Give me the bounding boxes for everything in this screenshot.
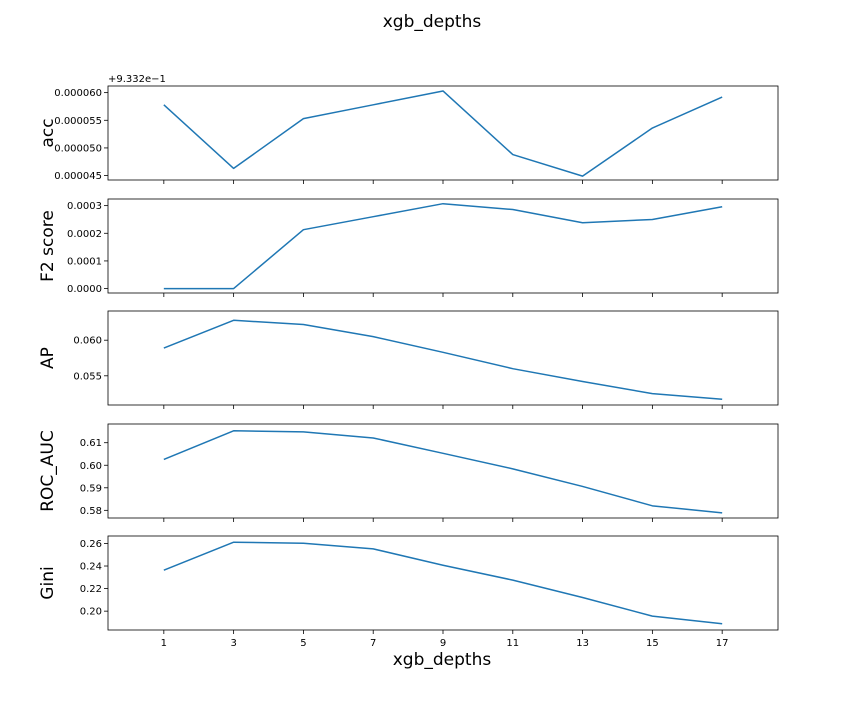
series-line xyxy=(163,319,723,401)
y-tick-label: 0.26 xyxy=(80,539,102,550)
y-tick-label: 0.22 xyxy=(80,584,102,595)
x-tick-label: 17 xyxy=(716,638,729,649)
y-tick-label: 0.055 xyxy=(73,371,102,382)
axes-frame xyxy=(107,423,779,519)
y-axis-label: AP xyxy=(38,347,58,369)
y-tick-label: 0.59 xyxy=(80,483,102,494)
subplot-1: 0.000045 0.000050 0.000055 0.000060 acc +9.33… xyxy=(38,74,779,184)
subplot-2: 0.0000 0.0001 0.0002 0.0003 F2 score xyxy=(38,198,779,297)
y-axis-label: acc xyxy=(38,118,58,147)
x-axis-label: xgb_depths xyxy=(393,650,492,670)
subplot-4: 0.58 0.59 0.60 0.61 ROC_AUC xyxy=(38,423,779,522)
y-tick-label: 0.58 xyxy=(80,506,102,517)
y-tick-label: 0.000055 xyxy=(54,116,102,127)
y-tick-label: 0.24 xyxy=(80,562,102,573)
y-axis-label: Gini xyxy=(38,566,58,599)
x-tick-label: 13 xyxy=(576,638,589,649)
y-tick-label: 0.060 xyxy=(73,336,102,347)
series-line xyxy=(163,430,723,514)
axes-frame xyxy=(107,85,779,181)
x-tick-label: 3 xyxy=(230,638,236,649)
x-tick-label: 9 xyxy=(440,638,446,649)
y-axis-label: ROC_AUC xyxy=(38,430,58,512)
axis-offset-text: +9.332e−1 xyxy=(108,74,166,85)
axes-frame xyxy=(107,535,779,631)
y-tick-label: 0.0003 xyxy=(67,201,102,212)
y-tick-label: 0.0000 xyxy=(67,284,102,295)
x-tick-label: 15 xyxy=(646,638,659,649)
subplot-3: 0.055 0.060 AP xyxy=(38,310,779,409)
series-line xyxy=(163,202,723,290)
x-tick-label: 7 xyxy=(370,638,376,649)
figure-title: xgb_depths xyxy=(382,12,482,32)
series-line xyxy=(163,90,723,177)
y-tick-label: 0.0002 xyxy=(67,229,102,240)
axes-frame xyxy=(107,198,779,294)
x-tick-label: 5 xyxy=(300,638,306,649)
subplot-stack: 0.000045 0.000050 0.000055 0.000060 acc +9.33… xyxy=(38,74,779,649)
series-line xyxy=(163,541,723,625)
x-tick-label: 11 xyxy=(506,638,519,649)
y-tick-label: 0.61 xyxy=(80,438,102,449)
y-tick-label: 0.60 xyxy=(80,461,102,472)
y-tick-label: 0.20 xyxy=(80,607,102,618)
y-tick-label: 0.000060 xyxy=(54,88,102,99)
x-tick-label: 1 xyxy=(161,638,167,649)
y-tick-label: 0.000050 xyxy=(54,143,102,154)
y-axis-label: F2 score xyxy=(38,210,58,282)
y-tick-label: 0.0001 xyxy=(67,256,102,267)
y-tick-label: 0.000045 xyxy=(54,171,102,182)
axes-frame xyxy=(107,310,779,406)
